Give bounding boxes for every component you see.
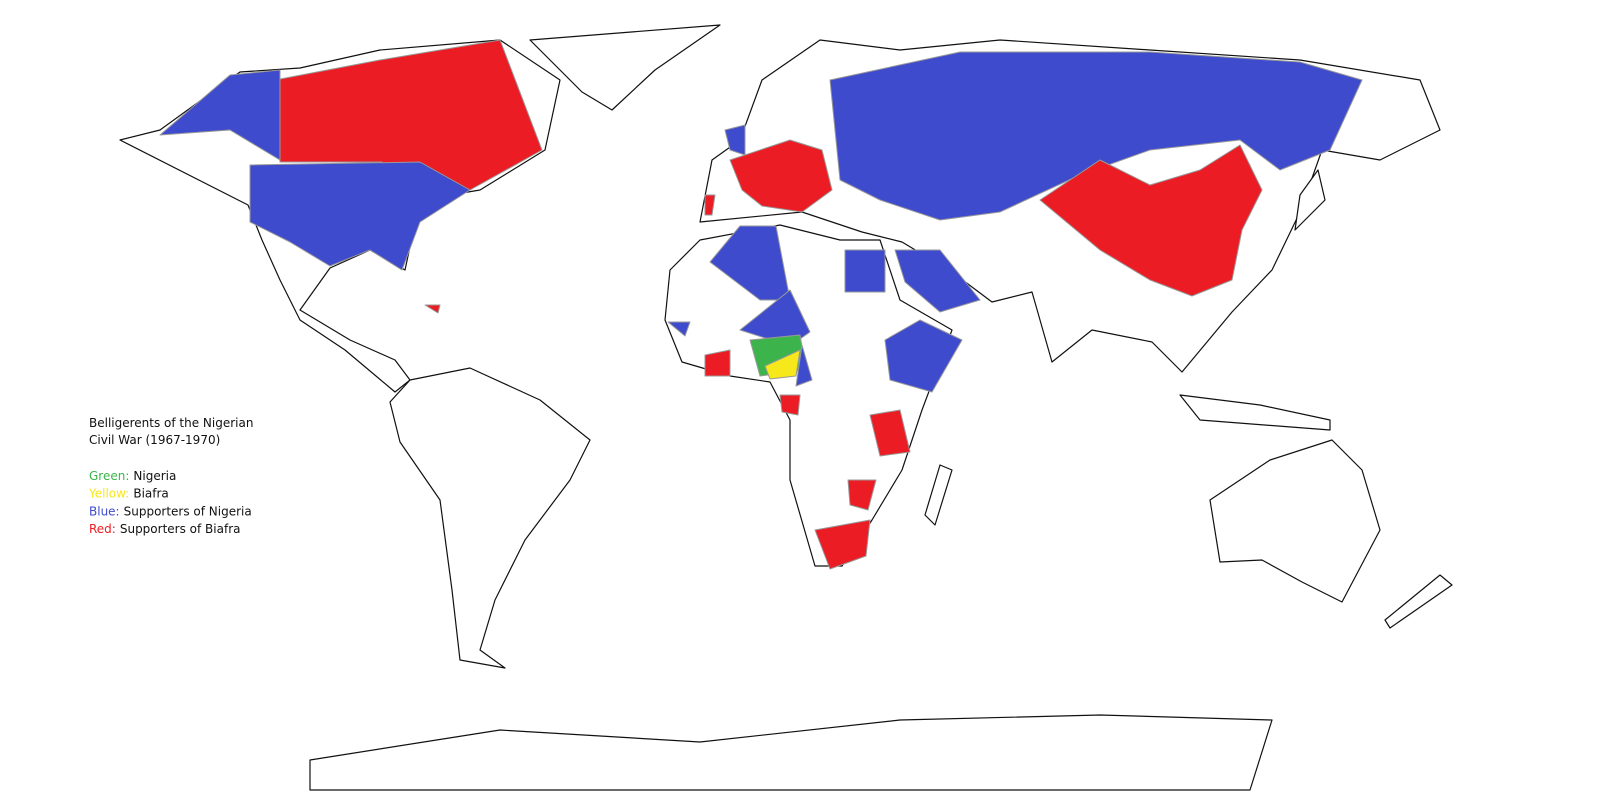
countries xyxy=(159,39,1363,570)
tanzania xyxy=(869,409,911,457)
algeria xyxy=(709,225,791,301)
legend-entry: Blue: Supporters of Nigeria xyxy=(89,504,252,518)
usa xyxy=(249,161,471,271)
gabon xyxy=(779,394,801,416)
legend-entry: Yellow: Biafra xyxy=(88,487,169,501)
legend-key: Green: xyxy=(89,469,129,483)
ethiopia-somalia xyxy=(884,319,963,393)
legend-key: Blue: xyxy=(89,504,120,518)
russia xyxy=(829,51,1363,221)
uk xyxy=(724,124,746,156)
japan xyxy=(1294,169,1326,231)
legend-key: Yellow: xyxy=(88,487,129,501)
saudi-arabia xyxy=(894,249,981,313)
indonesia xyxy=(1179,394,1331,431)
legend-label: Supporters of Biafra xyxy=(120,522,241,536)
portugal xyxy=(704,194,716,216)
legend-key: Red: xyxy=(89,522,116,536)
western-europe xyxy=(729,139,833,213)
greenland xyxy=(529,24,721,111)
new-zealand xyxy=(1384,574,1453,629)
zambia xyxy=(847,479,877,511)
china xyxy=(1039,144,1263,297)
legend-entry: Green: Nigeria xyxy=(89,469,176,483)
antarctica xyxy=(309,714,1273,791)
legend-label: Nigeria xyxy=(133,469,176,483)
legend-label: Supporters of Nigeria xyxy=(124,504,252,518)
haiti xyxy=(424,304,441,314)
cameroon xyxy=(795,344,813,387)
egypt xyxy=(844,249,886,293)
legend-entry: Red: Supporters of Biafra xyxy=(89,522,240,536)
south-america xyxy=(389,367,591,669)
biafra xyxy=(764,349,801,380)
alaska xyxy=(159,69,281,161)
ivory-coast xyxy=(704,349,731,377)
senegal xyxy=(667,321,691,337)
legend-title: Civil War (1967-1970) xyxy=(89,433,220,447)
madagascar xyxy=(924,464,953,526)
legend: Belligerents of the Nigerian Civil War (… xyxy=(88,416,253,536)
australia xyxy=(1209,439,1381,603)
legend-label: Biafra xyxy=(133,487,168,501)
legend-title: Belligerents of the Nigerian xyxy=(89,416,253,430)
south-africa xyxy=(814,519,871,570)
